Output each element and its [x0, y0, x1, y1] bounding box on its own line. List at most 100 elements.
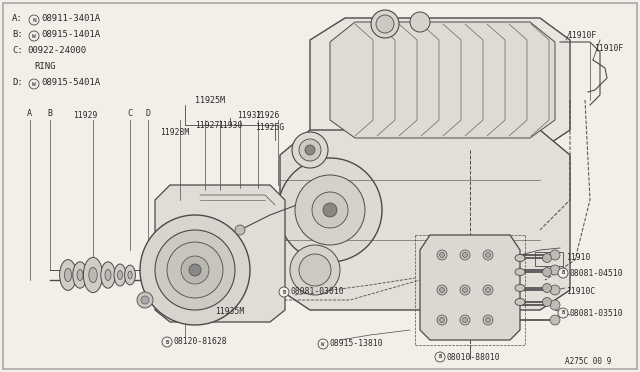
Circle shape — [486, 253, 490, 257]
Circle shape — [437, 250, 447, 260]
Text: 08081-04510: 08081-04510 — [570, 269, 623, 278]
Text: B: B — [561, 270, 564, 276]
Circle shape — [318, 339, 328, 349]
Text: 08915-1401A: 08915-1401A — [41, 29, 100, 38]
Circle shape — [162, 337, 172, 347]
Bar — [535, 252, 563, 266]
Text: 11925M: 11925M — [195, 96, 225, 105]
Circle shape — [323, 203, 337, 217]
Circle shape — [543, 283, 552, 292]
Text: N: N — [32, 17, 36, 22]
Circle shape — [29, 31, 39, 41]
Circle shape — [376, 15, 394, 33]
Text: A: A — [27, 109, 32, 118]
Circle shape — [137, 292, 153, 308]
Ellipse shape — [60, 260, 76, 291]
Text: 11930: 11930 — [218, 121, 243, 129]
Text: D: D — [145, 109, 150, 118]
Text: 11910C: 11910C — [566, 286, 595, 295]
Text: W: W — [321, 341, 324, 346]
Text: B:: B: — [12, 29, 23, 38]
Circle shape — [558, 268, 568, 278]
Circle shape — [140, 215, 250, 325]
Circle shape — [437, 315, 447, 325]
Circle shape — [543, 253, 552, 263]
Text: 11910F: 11910F — [567, 31, 596, 39]
Circle shape — [235, 225, 245, 235]
Ellipse shape — [515, 285, 525, 292]
Circle shape — [463, 253, 467, 257]
Circle shape — [543, 267, 552, 276]
Text: 08120-81628: 08120-81628 — [174, 337, 228, 346]
Circle shape — [29, 15, 39, 25]
Text: D:: D: — [12, 77, 23, 87]
Text: 11928M: 11928M — [160, 128, 189, 137]
Circle shape — [371, 10, 399, 38]
Circle shape — [483, 285, 493, 295]
Ellipse shape — [128, 271, 132, 279]
Circle shape — [279, 287, 289, 297]
Ellipse shape — [515, 254, 525, 262]
Circle shape — [29, 79, 39, 89]
Circle shape — [440, 288, 445, 292]
Text: 08915-5401A: 08915-5401A — [41, 77, 100, 87]
Circle shape — [155, 230, 235, 310]
Circle shape — [312, 192, 348, 228]
Circle shape — [181, 256, 209, 284]
Circle shape — [483, 315, 493, 325]
Text: 00922-24000: 00922-24000 — [27, 45, 86, 55]
Ellipse shape — [89, 267, 97, 283]
Circle shape — [558, 308, 568, 318]
Text: 11927: 11927 — [195, 121, 220, 129]
Circle shape — [167, 242, 223, 298]
Ellipse shape — [114, 264, 126, 286]
Text: W: W — [32, 33, 36, 38]
Text: 11925G: 11925G — [255, 122, 284, 131]
Circle shape — [295, 175, 365, 245]
Text: 11929: 11929 — [73, 110, 97, 119]
Text: 11910: 11910 — [566, 253, 590, 263]
Text: B: B — [165, 340, 168, 344]
Ellipse shape — [118, 270, 122, 279]
Circle shape — [440, 317, 445, 323]
Text: 08081-03010: 08081-03010 — [291, 288, 344, 296]
Text: B: B — [561, 311, 564, 315]
Text: 08081-03510: 08081-03510 — [570, 308, 623, 317]
Ellipse shape — [515, 269, 525, 276]
Circle shape — [435, 352, 445, 362]
Circle shape — [486, 288, 490, 292]
Ellipse shape — [83, 257, 102, 293]
Circle shape — [483, 250, 493, 260]
Ellipse shape — [65, 269, 72, 282]
Circle shape — [305, 145, 315, 155]
Text: 08915-13810: 08915-13810 — [330, 340, 383, 349]
Text: 11926: 11926 — [255, 110, 280, 119]
Circle shape — [550, 285, 560, 295]
Ellipse shape — [101, 262, 115, 288]
Ellipse shape — [77, 269, 83, 280]
Circle shape — [189, 264, 201, 276]
Polygon shape — [420, 235, 520, 340]
Text: A:: A: — [12, 13, 23, 22]
Text: A275C 00 9: A275C 00 9 — [565, 357, 611, 366]
Ellipse shape — [105, 269, 111, 280]
Circle shape — [550, 315, 560, 325]
Ellipse shape — [515, 298, 525, 305]
Ellipse shape — [73, 262, 87, 288]
Text: W: W — [32, 81, 36, 87]
Text: 11932: 11932 — [237, 110, 261, 119]
Circle shape — [463, 317, 467, 323]
Text: C: C — [127, 109, 132, 118]
Text: C:: C: — [12, 45, 23, 55]
Ellipse shape — [125, 265, 136, 285]
Text: 08911-3401A: 08911-3401A — [41, 13, 100, 22]
Circle shape — [486, 317, 490, 323]
Circle shape — [543, 298, 552, 307]
Polygon shape — [280, 130, 570, 310]
Text: B: B — [47, 109, 52, 118]
Circle shape — [550, 250, 560, 260]
Circle shape — [290, 245, 340, 295]
Text: 11910F: 11910F — [594, 44, 623, 52]
Polygon shape — [310, 18, 570, 150]
Text: B: B — [282, 289, 285, 295]
